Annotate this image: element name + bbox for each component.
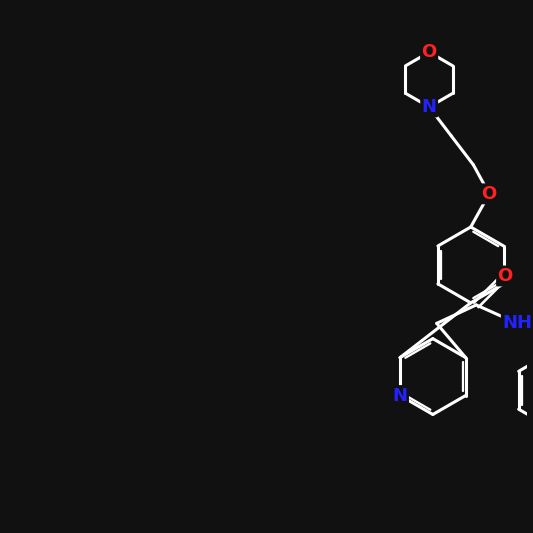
Text: O: O [481,185,497,203]
Text: N: N [422,98,437,116]
Text: N: N [392,386,408,405]
Text: O: O [422,43,437,61]
Text: NH: NH [502,314,532,333]
Text: O: O [497,267,513,285]
